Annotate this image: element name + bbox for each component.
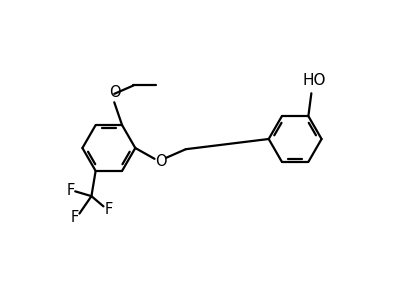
Text: HO: HO [303, 74, 326, 88]
Text: F: F [66, 183, 74, 198]
Text: O: O [109, 85, 121, 100]
Text: F: F [70, 210, 79, 225]
Text: O: O [155, 154, 166, 169]
Text: F: F [104, 202, 112, 217]
